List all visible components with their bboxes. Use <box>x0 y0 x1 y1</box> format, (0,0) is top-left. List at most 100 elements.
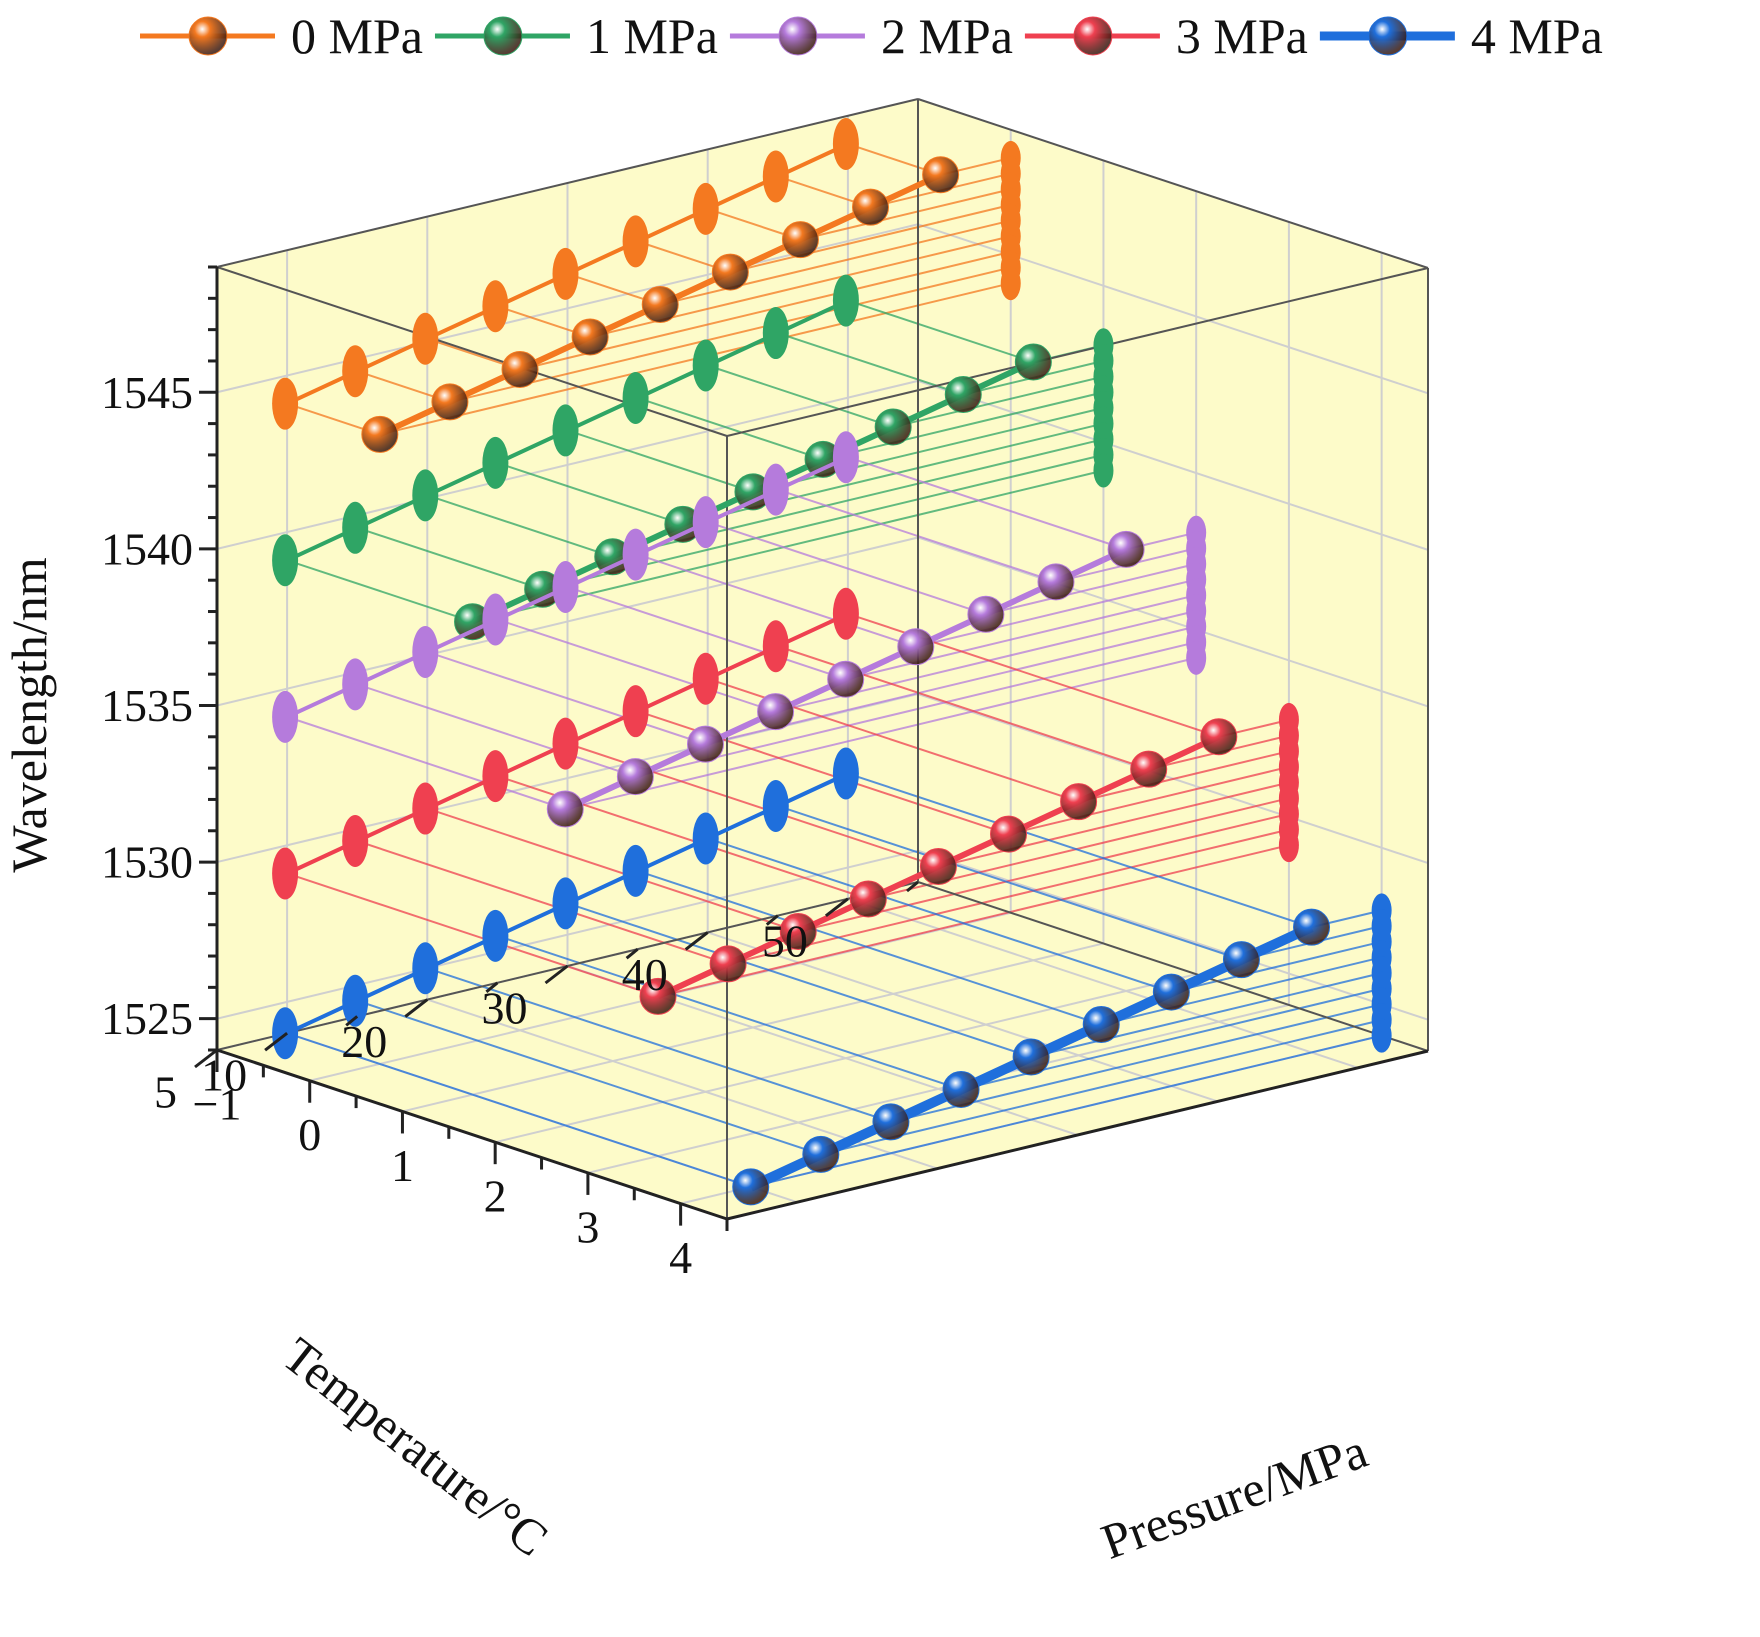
data-point <box>802 1135 840 1173</box>
projection-marker <box>272 847 299 900</box>
data-point <box>990 815 1028 853</box>
projection-line <box>426 494 614 558</box>
projection-marker <box>412 469 439 522</box>
tick-mark <box>625 948 639 960</box>
tick-mark <box>684 931 709 951</box>
projection-marker <box>622 528 649 581</box>
projection-line <box>286 559 473 623</box>
projection-marker <box>1000 266 1021 301</box>
projection-line <box>472 469 1104 623</box>
projection-marker <box>762 150 789 203</box>
projection-line <box>426 807 799 933</box>
box-edge <box>726 267 1429 437</box>
box-edge <box>216 98 919 268</box>
projection-line <box>707 837 1172 994</box>
data-point <box>1200 718 1238 756</box>
projection-marker <box>762 463 789 516</box>
projection-marker <box>692 496 719 549</box>
projection-line <box>1030 972 1382 1058</box>
grid-line-z <box>917 379 1429 551</box>
projection-marker <box>552 561 579 614</box>
projection-marker <box>342 815 369 868</box>
legend-entry: 3 MPa <box>1024 8 1308 64</box>
data-series <box>272 117 1392 1206</box>
data-point <box>1222 941 1260 979</box>
projection-marker <box>552 247 579 300</box>
projection-line <box>800 188 1011 241</box>
grid-line-z <box>917 849 1429 1021</box>
y-tick-label: 30 <box>482 983 528 1034</box>
projection-line <box>657 844 1290 998</box>
projection-line <box>356 840 729 965</box>
legend-marker <box>188 16 228 56</box>
projection-line <box>938 781 1290 868</box>
projection-line <box>707 364 894 428</box>
projection-line <box>426 650 706 746</box>
data-point <box>571 318 609 356</box>
projection-line <box>1101 956 1382 1026</box>
data-point <box>546 790 584 828</box>
x-tick-label: 4 <box>669 1232 692 1283</box>
projection-line <box>497 618 776 713</box>
projection-marker <box>692 812 719 865</box>
legend-marker <box>1368 16 1408 56</box>
projection-marker <box>692 182 719 235</box>
projection-line <box>730 203 1011 274</box>
projection-marker <box>552 877 579 930</box>
data-point <box>686 725 724 763</box>
projection-line <box>847 772 1312 929</box>
projection-line <box>567 429 754 493</box>
box-edge <box>917 881 1429 1052</box>
projection-line <box>892 375 1104 428</box>
legend: 0 MPa 1 MPa 2 MPa 3 MPa 4 MPa <box>140 8 1603 64</box>
projection-line <box>1171 940 1382 994</box>
projection-marker <box>1186 640 1207 675</box>
z-tick-label: 1545 <box>101 367 193 418</box>
projection-line <box>637 869 1102 1026</box>
projection-marker <box>762 779 789 832</box>
data-point <box>872 1103 910 1141</box>
projection-line <box>845 594 1197 681</box>
z-tick-label: 1540 <box>101 523 193 574</box>
tick-mark <box>765 914 779 926</box>
projection-marker <box>622 371 649 424</box>
tick-mark <box>824 897 849 917</box>
projection-marker <box>412 625 439 678</box>
data-point <box>1293 908 1331 946</box>
projection-marker <box>832 431 859 484</box>
projection-marker <box>1093 453 1114 488</box>
data-point <box>1037 563 1075 601</box>
projection-marker <box>762 307 789 360</box>
data-point <box>1130 750 1168 788</box>
legend-entry: 2 MPa <box>729 8 1013 64</box>
projection-marker <box>692 652 719 705</box>
legend-marker <box>483 16 523 56</box>
tick-mark <box>194 1048 218 1069</box>
projection-line <box>985 562 1197 616</box>
grid-line-y <box>847 897 1359 1069</box>
data-point <box>639 977 677 1015</box>
projection-line <box>659 219 1011 306</box>
data-point <box>1152 973 1190 1011</box>
y-axis-title: Temperature/°C <box>272 1326 558 1567</box>
z-tick-label: 1530 <box>101 837 193 888</box>
tick-mark <box>544 964 569 985</box>
legend-label: 2 MPa <box>881 8 1013 64</box>
series-4-mpa <box>272 747 1392 1206</box>
y-axis-line <box>726 1049 1429 1221</box>
projection-marker <box>552 717 579 770</box>
data-point <box>641 286 679 324</box>
data-point <box>967 595 1005 633</box>
y-tick-label: 10 <box>201 1050 247 1101</box>
projection-line <box>497 934 962 1091</box>
projection-line <box>752 406 1104 493</box>
series-3-mpa <box>272 587 1299 1015</box>
projection-line <box>727 828 1290 965</box>
projection-marker <box>482 280 509 333</box>
projection-marker <box>832 274 859 327</box>
projection-line <box>777 332 964 396</box>
projection-line <box>286 1032 752 1188</box>
